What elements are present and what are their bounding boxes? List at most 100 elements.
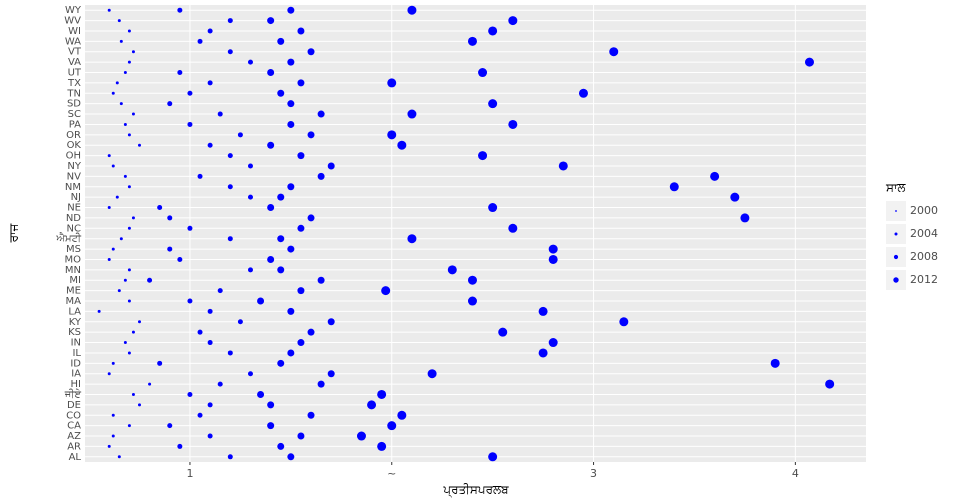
point (119, 237, 123, 241)
y-tick-label: WA (65, 36, 81, 47)
y-tick-label: VA (68, 57, 81, 68)
legend-symbol (893, 254, 899, 260)
point (197, 329, 203, 335)
point (287, 6, 295, 14)
point (187, 90, 193, 96)
point (227, 350, 233, 356)
point (257, 297, 265, 305)
point (267, 17, 275, 25)
point (107, 206, 111, 210)
point (127, 133, 131, 137)
y-tick-label: PA (69, 119, 81, 130)
point (307, 214, 315, 222)
point (407, 109, 417, 119)
y-tick-label: AZ (67, 431, 81, 442)
y-tick-label: ਐਮਟੀ (55, 233, 82, 245)
point (297, 339, 305, 347)
legend-symbol (895, 210, 897, 212)
legend-label: 2008 (910, 250, 938, 263)
point (397, 140, 407, 150)
point (327, 370, 335, 378)
y-tick-label: CA (67, 421, 81, 432)
point (127, 268, 131, 272)
point (127, 226, 131, 230)
point (367, 400, 377, 410)
point (407, 234, 417, 244)
point (267, 141, 275, 149)
point (538, 348, 548, 358)
point (187, 391, 193, 397)
point (478, 151, 488, 161)
y-tick-label: CO (66, 410, 81, 421)
point (127, 185, 131, 189)
point (119, 102, 123, 106)
point (217, 111, 223, 117)
point (387, 130, 397, 140)
point (488, 203, 498, 213)
y-tick-label: TX (67, 78, 81, 89)
point (609, 47, 619, 57)
point (131, 112, 135, 116)
point (377, 441, 387, 451)
point (377, 389, 387, 399)
panel (85, 5, 866, 462)
x-tick-label: ~ (387, 467, 396, 480)
y-tick-label: WY (65, 5, 82, 16)
point (247, 163, 253, 169)
point (277, 442, 285, 450)
point (187, 121, 193, 127)
point (127, 299, 131, 303)
point (478, 68, 488, 78)
point (177, 7, 183, 13)
y-tick-label: SC (68, 109, 81, 120)
y-tick-label: NC (67, 223, 81, 234)
y-tick-label: ME (66, 286, 81, 297)
point (508, 223, 518, 233)
point (111, 247, 115, 251)
y-tick-label: NY (67, 161, 81, 172)
point (467, 275, 477, 285)
point (217, 288, 223, 294)
point (227, 18, 233, 24)
point (247, 371, 253, 377)
point (177, 256, 183, 262)
point (277, 89, 285, 97)
point (167, 215, 173, 221)
point (207, 402, 213, 408)
point (277, 37, 285, 45)
point (287, 183, 295, 191)
point (287, 245, 295, 253)
point (167, 101, 173, 107)
point (488, 99, 498, 109)
y-tick-label: OH (66, 151, 81, 162)
legend-symbol (894, 232, 898, 236)
point (548, 244, 558, 254)
point (277, 266, 285, 274)
point (115, 81, 119, 85)
point (147, 277, 153, 283)
y-tick-label: AR (67, 441, 81, 452)
point (297, 224, 305, 232)
point (107, 257, 111, 261)
point (297, 27, 305, 35)
point (297, 152, 305, 160)
x-tick-label: 3 (590, 467, 597, 480)
y-tick-label: OK (67, 140, 82, 151)
y-tick-label: KS (68, 327, 81, 338)
x-tick-label: 1 (186, 467, 193, 480)
point (307, 131, 315, 139)
point (107, 372, 111, 376)
point (277, 193, 285, 201)
point (117, 289, 121, 293)
y-tick-label: NE (67, 203, 81, 214)
point (356, 431, 366, 441)
point (237, 319, 243, 325)
y-tick-label: NM (65, 182, 81, 193)
y-tick-label: WI (68, 26, 81, 37)
point (277, 359, 285, 367)
point (267, 401, 275, 409)
point (217, 381, 223, 387)
point (267, 204, 275, 212)
legend-label: 2004 (910, 227, 938, 240)
